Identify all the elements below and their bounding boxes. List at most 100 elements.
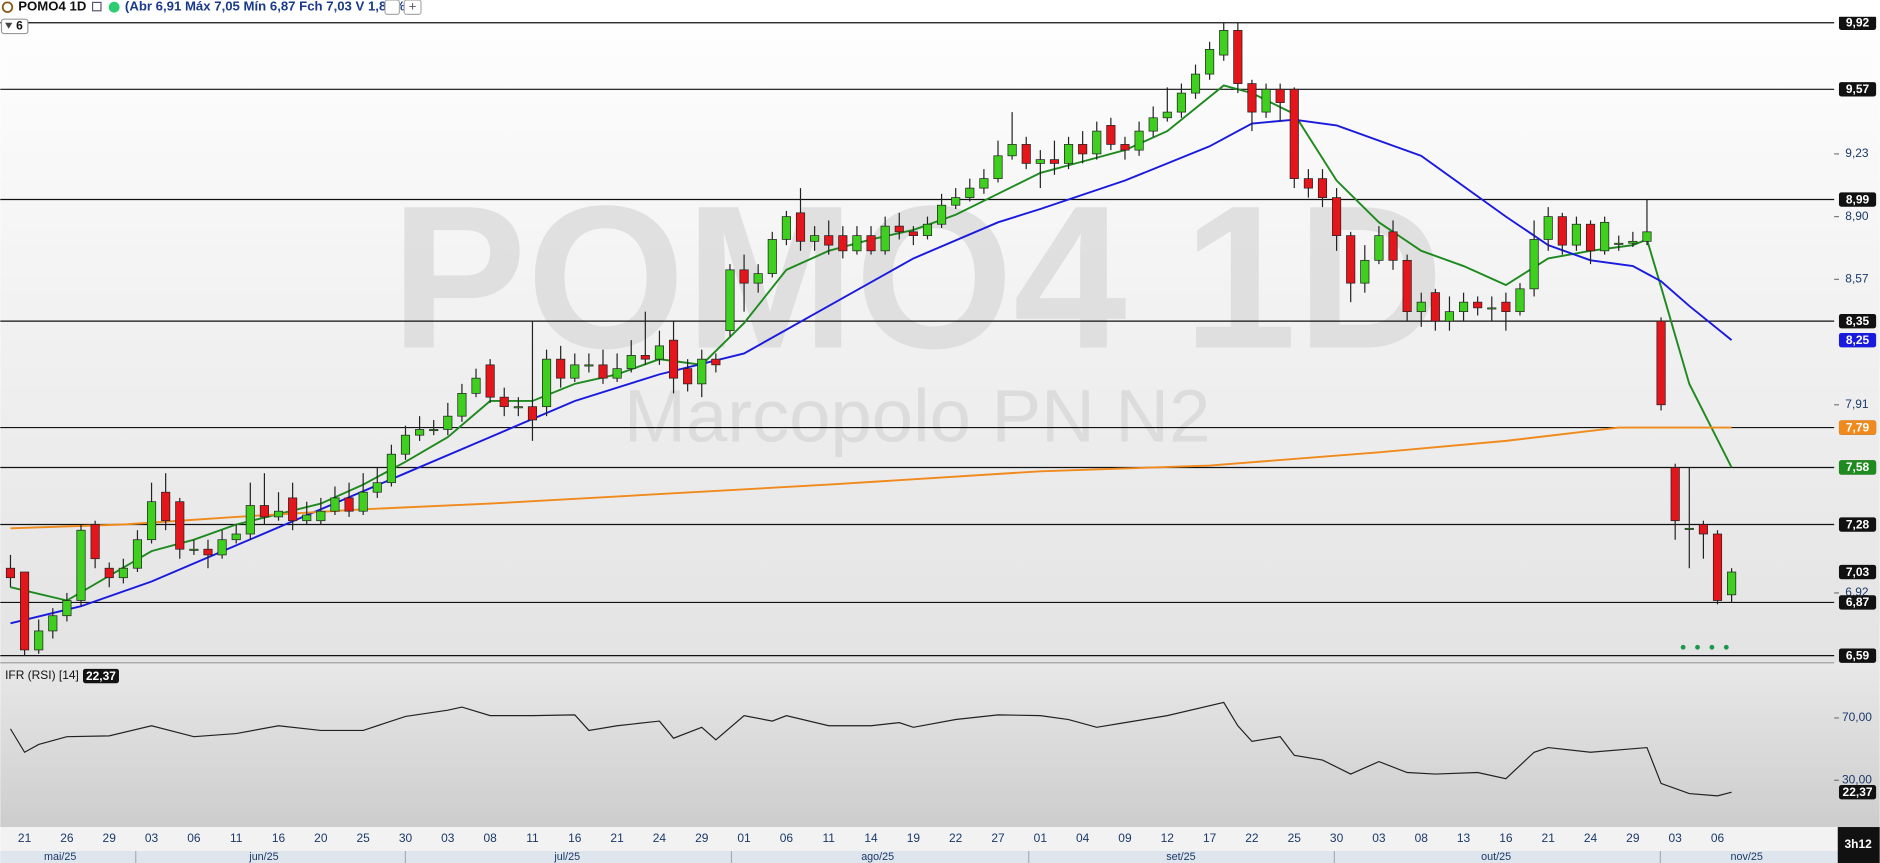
level-badge [1838,648,1877,663]
candle-body [1261,88,1271,113]
x-tick-label: 09 [1118,831,1132,845]
candle-body [1727,571,1737,596]
watermark-subtitle: Marcopolo PN N2 [624,375,1210,458]
candle-body [273,510,284,518]
header-bar [0,0,1880,17]
candle-body [922,223,933,236]
candle-body [20,571,30,651]
x-tick-label: 03 [1669,831,1683,845]
candle-body [1515,288,1525,313]
date-axis [0,827,1880,852]
add-button[interactable] [403,0,422,15]
candle-body [908,231,918,236]
candle-body [1134,130,1144,151]
candle-body [598,364,608,379]
ticker: POMO4 1D [18,0,86,14]
month-label: out/25 [1481,851,1511,863]
level-badge [1838,192,1877,207]
month-axis [0,851,1880,863]
candle-body [90,524,100,560]
x-tick-label: 11 [823,831,836,845]
candle-body [1049,159,1059,164]
collapse-button[interactable] [384,0,401,15]
candle-body [203,548,213,556]
candle-body [880,225,890,252]
candle-body [824,235,834,246]
dot [1723,644,1729,650]
x-tick-label: 24 [1584,831,1598,845]
candle-body [965,187,975,198]
x-tick-label: 11 [526,831,539,845]
x-tick-label: 08 [483,831,497,845]
dropdown-arrow [5,22,13,29]
candle-body [76,529,86,601]
candle-body [1120,144,1130,151]
candle-body [1190,73,1201,94]
interval-box[interactable] [0,18,29,35]
candle-body [1656,320,1666,406]
candle-body [1205,49,1215,75]
candle-body [866,235,876,252]
moving-average [10,84,1733,602]
candle-body [711,358,721,366]
candle-body [1628,240,1638,244]
candle-body [1614,242,1624,245]
rsi-tick-label: 70,00 [1842,710,1872,724]
candle-body [386,453,396,484]
candle-body [1247,83,1257,113]
candle-body [161,491,171,522]
level-label: 9,57 [1846,82,1870,96]
x-tick-label: 29 [1626,831,1640,845]
candle-body [457,393,467,417]
candle-body [795,212,806,242]
candle-body [1289,88,1299,179]
last-price-label: 7,03 [1846,565,1870,579]
candle-body [34,630,44,651]
x-tick-label: 25 [1288,831,1302,845]
level-label: 9,92 [1846,16,1870,30]
x-tick-label: 26 [60,831,74,845]
candle-body [217,539,227,556]
candle-body [1162,111,1172,119]
candle-body [937,204,947,225]
candle-body [570,364,580,379]
candle-body [542,358,552,408]
x-tick-label: 06 [780,831,794,845]
x-tick-label: 21 [18,831,32,845]
candle-body [1317,178,1328,198]
x-tick-label: 14 [864,831,878,845]
candle-body [1374,235,1384,261]
x-tick-label: 24 [653,831,667,845]
candle-body [189,548,199,551]
candle-body [175,501,185,550]
x-tick-label: 06 [1711,831,1725,845]
interval-value: 6 [16,19,23,33]
candle-body [1346,235,1356,284]
x-tick-label: 06 [187,831,201,845]
y-tick-label: 8,57 [1845,272,1869,286]
x-tick-label: 12 [1161,831,1175,845]
candle-body [739,269,749,284]
candle-body [132,539,143,569]
candle-body [640,355,650,360]
candle-body [1148,117,1158,132]
candle-body [612,368,622,379]
candle-body [1360,259,1370,284]
level-badge [1838,313,1877,329]
candle-body [1063,144,1074,164]
x-tick-label: 27 [991,831,1005,845]
candle-body [1698,524,1708,535]
candle-body [400,434,411,455]
level-label: 8,35 [1846,314,1870,328]
candle-body [1642,231,1652,242]
x-tick-label: 22 [949,831,963,845]
moving-average [10,426,1732,530]
candle-body [1219,30,1229,56]
rsi-value-label: 22,37 [1843,785,1873,799]
candle-body [499,396,509,408]
rsi-title: IFR (RSI) [14] [5,668,79,682]
candle-body [1684,527,1694,530]
chart-icon[interactable] [91,1,102,12]
candle-body [358,491,368,512]
